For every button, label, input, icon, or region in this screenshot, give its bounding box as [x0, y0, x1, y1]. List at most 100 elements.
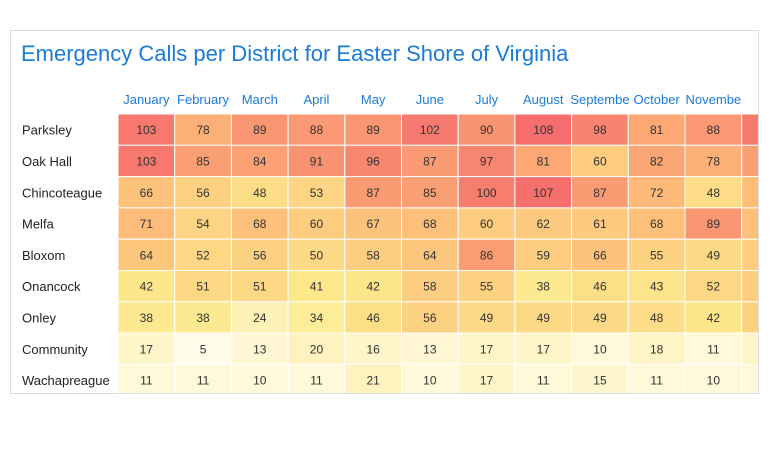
heatmap-cell: [344, 270, 402, 303]
heatmap-cell: [287, 363, 346, 393]
heatmap-cell: [514, 363, 573, 393]
heatmap-cell: [174, 176, 232, 209]
cell-value-label: 71: [140, 217, 154, 231]
cell-value-label: 10: [707, 374, 721, 388]
heatmap-cell: [230, 176, 289, 209]
cell-value-label: 13: [253, 342, 267, 356]
column-label: Septembe: [570, 92, 629, 107]
heatmap-cell: [741, 363, 758, 393]
cell-value-label: 42: [707, 311, 721, 325]
cell-value-label: 54: [196, 217, 210, 231]
heatmap-cell: [514, 113, 573, 146]
heatmap-cell: [627, 144, 686, 178]
cell-value-label: 21: [366, 374, 380, 388]
cell-value-label: 81: [537, 154, 551, 168]
cell-value-label: 66: [593, 248, 607, 262]
heatmap-cell: [684, 363, 743, 393]
cell-value-label: 68: [253, 217, 267, 231]
cell-value-label: 11: [707, 342, 720, 356]
cell-value-label: 103: [136, 154, 156, 168]
heatmap-cell: [741, 270, 758, 303]
heatmap-cell: [230, 113, 289, 146]
heatmap-cell: [287, 176, 346, 209]
cell-value-label: 103: [136, 123, 156, 137]
heatmap-cell: [174, 238, 232, 271]
heatmap-cell: [401, 207, 459, 240]
column-label: August: [523, 92, 564, 107]
cell-value-label: 56: [196, 186, 210, 200]
heatmap-cell: [627, 207, 686, 240]
heatmap-cell: [627, 270, 686, 303]
cell-value-label: 17: [537, 342, 551, 356]
heatmap-cell: [117, 363, 176, 393]
cell-value-label: 42: [140, 280, 154, 294]
cell-value-label: 52: [196, 248, 210, 262]
cell-value-label: 49: [707, 248, 721, 262]
cell-value-label: 10: [253, 374, 267, 388]
heatmap-cell: [401, 238, 459, 271]
cell-value-label: 89: [707, 217, 721, 231]
heatmap-cell: [230, 270, 289, 303]
cell-value-label: 61: [593, 217, 607, 231]
chart-title: Emergency Calls per District for Easter …: [21, 41, 569, 66]
heatmap-cell: [514, 238, 573, 271]
cell-value-label: 38: [140, 311, 154, 325]
heatmap-cell: [230, 144, 289, 178]
row-label: Melfa: [22, 217, 55, 232]
cell-value-label: 18: [650, 342, 664, 356]
cell-value-label: 49: [480, 311, 494, 325]
cell-value-label: 62: [537, 217, 551, 231]
heatmap-cell: [344, 144, 402, 178]
cell-value-label: 64: [140, 248, 154, 262]
heatmap-cell: [684, 207, 743, 240]
cell-value-label: 89: [366, 123, 380, 137]
cell-value-label: 102: [420, 123, 440, 137]
cell-value-label: 17: [480, 342, 494, 356]
heatmap-cell: [457, 363, 516, 393]
cell-value-label: 17: [480, 374, 494, 388]
heatmap-cell: [401, 301, 459, 334]
cell-value-label: 11: [537, 374, 550, 388]
cell-value-label: 87: [423, 154, 437, 168]
cell-value-label: 48: [650, 311, 664, 325]
column-label: July: [475, 92, 499, 107]
heatmap-cell: [627, 332, 686, 365]
heatmap-cell: [514, 207, 573, 240]
row-label: Community: [22, 342, 88, 357]
cell-value-label: 60: [310, 217, 324, 231]
cell-value-label: 34: [310, 311, 324, 325]
cell-value-label: 85: [196, 154, 210, 168]
heatmap-cell: [174, 113, 232, 146]
cell-value-label: 58: [366, 248, 380, 262]
cell-value-label: 100: [477, 186, 497, 200]
cell-value-label: 88: [310, 123, 324, 137]
cell-value-label: 89: [253, 123, 267, 137]
heatmap-cell: [741, 144, 758, 178]
cell-value-label: 53: [310, 186, 324, 200]
heatmap-cell: [741, 207, 758, 240]
cell-value-label: 86: [480, 248, 494, 262]
cell-value-label: 50: [310, 248, 324, 262]
heatmap-cell: [287, 332, 346, 365]
heatmap-cell: [457, 176, 516, 209]
cell-value-label: 49: [537, 311, 551, 325]
cell-value-label: 38: [537, 280, 551, 294]
cell-value-label: 16: [366, 342, 380, 356]
heatmap-cell: [627, 363, 686, 393]
heatmap-cell: [684, 144, 743, 178]
heatmap-cell: [230, 238, 289, 271]
heatmap-cell: [117, 113, 176, 146]
heatmap-cell: [287, 270, 346, 303]
cell-value-label: 60: [480, 217, 494, 231]
cell-value-label: 96: [366, 154, 380, 168]
cell-value-label: 91: [310, 154, 324, 168]
cell-value-label: 52: [707, 280, 721, 294]
cell-value-label: 84: [253, 154, 267, 168]
cell-value-label: 87: [593, 186, 607, 200]
cell-value-label: 78: [707, 154, 721, 168]
cell-value-label: 55: [650, 248, 664, 262]
cell-value-label: 108: [533, 123, 553, 137]
cell-value-label: 51: [196, 280, 210, 294]
column-label: May: [361, 92, 386, 107]
cell-value-label: 11: [140, 374, 153, 388]
